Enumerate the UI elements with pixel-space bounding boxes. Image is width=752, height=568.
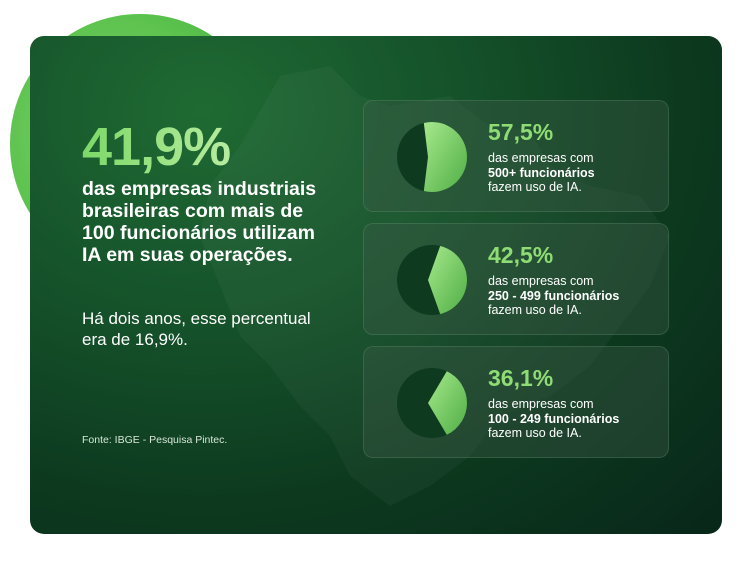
stat-line-1: das empresas com [488, 397, 594, 411]
pie-slice-value [423, 122, 468, 192]
stat-line-3: fazem uso de IA. [488, 426, 582, 440]
stat-value: 57,5% [488, 119, 554, 145]
headline-percentage: 41,9% [82, 117, 231, 177]
source-note: Fonte: IBGE - Pesquisa Pintec. [82, 434, 228, 446]
infographic-card: 41,9% das empresas industriais brasileir… [30, 36, 722, 534]
pie-slice-value [428, 371, 468, 435]
stat-line-3: fazem uso de IA. [488, 303, 582, 317]
comparison-note: Há dois anos, esse percentual era de 16,… [82, 309, 311, 349]
headline-statement: das empresas industriais brasileiras com… [82, 178, 317, 266]
stat-line-2: 500+ funcionários [488, 165, 595, 180]
stat-line-2: 100 - 249 funcionários [488, 411, 620, 426]
stat-card-500-plus: 57,5% das empresas com 500+ funcionários… [363, 100, 669, 212]
stat-description: das empresas com 500+ funcionários fazem… [488, 151, 663, 195]
stat-card-100-249: 36,1% das empresas com 100 - 249 funcion… [363, 346, 669, 458]
stat-description: das empresas com 100 - 249 funcionários … [488, 397, 663, 441]
pie-chart-500-plus [397, 122, 468, 192]
stat-card-250-499: 42,5% das empresas com 250 - 499 funcion… [363, 223, 669, 335]
stat-value: 36,1% [488, 365, 554, 391]
pie-slice-value [428, 245, 467, 315]
pie-chart-100-249 [397, 368, 468, 438]
stat-value: 42,5% [488, 242, 554, 268]
stat-description: das empresas com 250 - 499 funcionários … [488, 274, 663, 318]
stat-line-3: fazem uso de IA. [488, 180, 582, 194]
stat-line-1: das empresas com [488, 274, 594, 288]
pie-chart-250-499 [397, 245, 467, 315]
stat-line-2: 250 - 499 funcionários [488, 288, 620, 303]
stat-line-1: das empresas com [488, 151, 594, 165]
